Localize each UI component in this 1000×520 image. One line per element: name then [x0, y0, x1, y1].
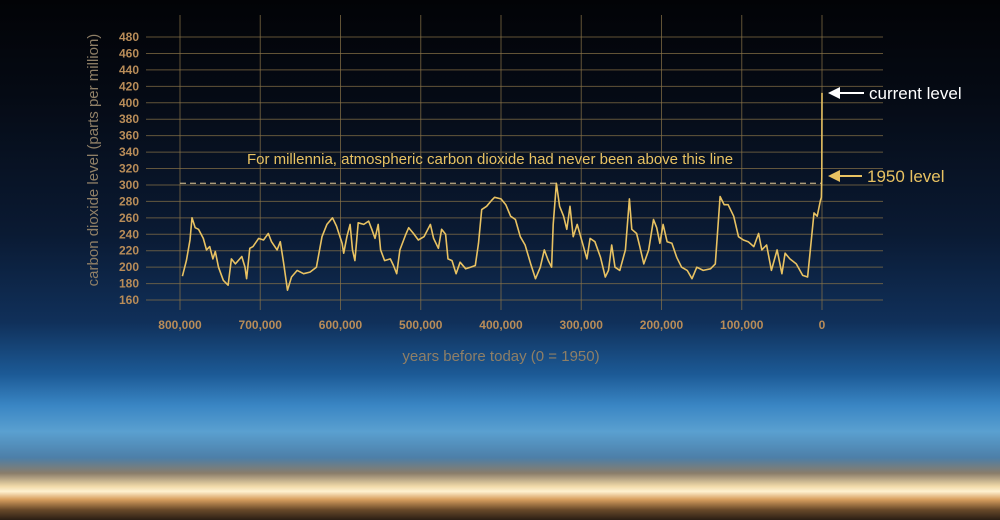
y-tick-label: 360 [119, 129, 139, 143]
y-tick-label: 300 [119, 178, 139, 192]
y-tick-label: 220 [119, 244, 139, 258]
y-tick-label: 400 [119, 96, 139, 110]
x-tick-label: 0 [819, 318, 826, 332]
reference-line-label: For millennia, atmospheric carbon dioxid… [247, 151, 733, 168]
current-level-arrow [828, 87, 864, 99]
x-tick-label: 600,000 [319, 318, 363, 332]
x-tick-label: 100,000 [720, 318, 764, 332]
y-axis-title: carbon dioxide level (parts per million) [85, 34, 102, 287]
1950-level-label: 1950 level [867, 167, 945, 186]
y-tick-label: 440 [119, 63, 139, 77]
y-tick-label: 380 [119, 112, 139, 126]
y-tick-labels: 160 180 200 220 240 260 280 300 320 340 360 380 400 4… [119, 30, 139, 307]
x-tick-label: 300,000 [560, 318, 604, 332]
grid [146, 15, 883, 310]
x-tick-labels: 800,000 700,000 600,000 500,000 400,000 300,0… [158, 318, 825, 332]
y-tick-label: 260 [119, 211, 139, 225]
y-tick-label: 180 [119, 277, 139, 291]
1950-level-arrow [828, 170, 862, 182]
x-tick-label: 500,000 [399, 318, 443, 332]
co2-series-line [181, 92, 823, 291]
x-axis-title: years before today (0 = 1950) [402, 348, 599, 365]
x-tick-label: 800,000 [158, 318, 202, 332]
y-tick-label: 160 [119, 293, 139, 307]
y-tick-label: 200 [119, 260, 139, 274]
y-tick-label: 480 [119, 30, 139, 44]
y-tick-label: 240 [119, 227, 139, 241]
y-tick-label: 280 [119, 194, 139, 208]
y-tick-label: 340 [119, 145, 139, 159]
x-tick-label: 700,000 [239, 318, 283, 332]
x-tick-label: 400,000 [479, 318, 523, 332]
y-tick-label: 420 [119, 79, 139, 93]
y-tick-label: 320 [119, 162, 139, 176]
y-tick-label: 460 [119, 46, 139, 60]
x-tick-label: 200,000 [640, 318, 684, 332]
current-level-label: current level [869, 84, 962, 103]
